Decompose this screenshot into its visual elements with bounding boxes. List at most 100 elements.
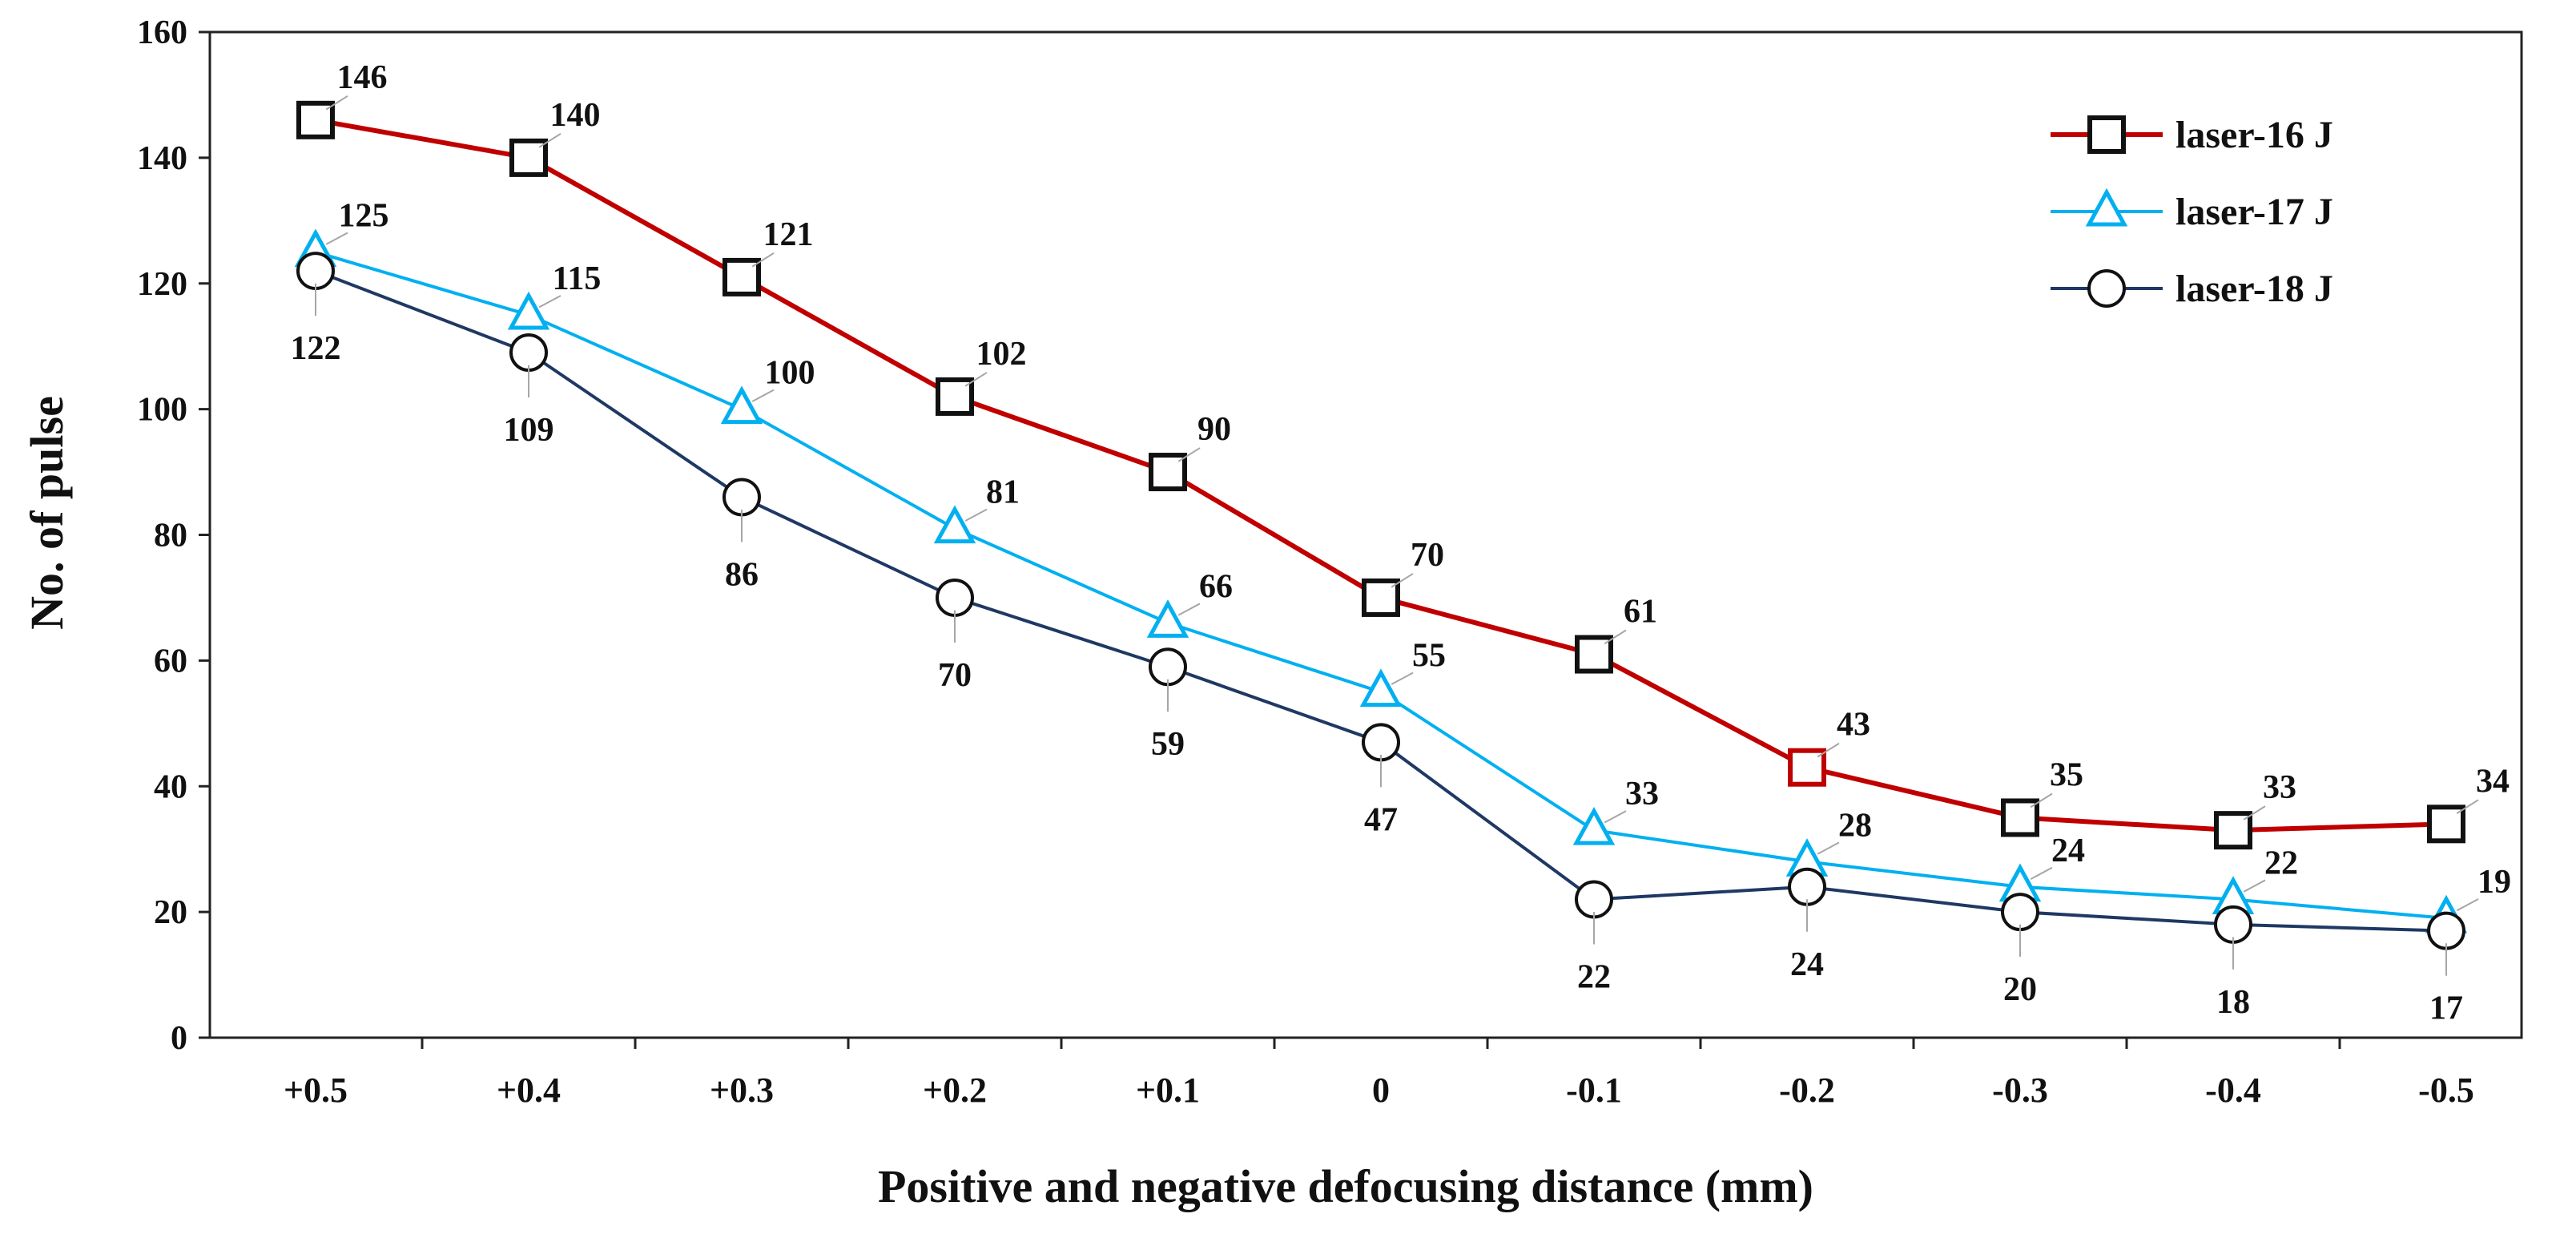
leader-line bbox=[538, 133, 561, 148]
data-point bbox=[507, 291, 550, 330]
leader-line bbox=[751, 389, 775, 402]
leader-line bbox=[2456, 799, 2479, 814]
data-point bbox=[936, 578, 974, 617]
data-label: 22 bbox=[1577, 958, 1611, 995]
y-tick-label: 40 bbox=[154, 768, 187, 805]
series-group bbox=[294, 100, 2468, 950]
data-label: 140 bbox=[550, 97, 601, 134]
leader-line bbox=[2030, 792, 2053, 809]
data-label: 20 bbox=[2003, 971, 2037, 1008]
data-point bbox=[933, 505, 976, 544]
leader-line bbox=[751, 252, 775, 268]
y-tick-label: 140 bbox=[137, 140, 187, 177]
y-tick-label: 120 bbox=[137, 266, 187, 303]
plot-frame bbox=[208, 30, 2523, 1039]
legend-item: laser-16 J bbox=[2051, 114, 2333, 156]
x-axis-title: Positive and negative defocusing distanc… bbox=[878, 1160, 1813, 1212]
legend-item: laser-18 J bbox=[2051, 268, 2333, 310]
data-label: 24 bbox=[1790, 946, 1824, 983]
data-label: 86 bbox=[725, 556, 759, 593]
data-point bbox=[1575, 880, 1613, 919]
series-laser-18-j bbox=[296, 252, 2465, 950]
y-tick-label: 160 bbox=[137, 14, 187, 51]
leader-line bbox=[1391, 671, 1414, 685]
x-tick-label: 0 bbox=[1372, 1071, 1390, 1110]
x-tick-label: +0.4 bbox=[497, 1071, 561, 1110]
leader-line bbox=[2243, 879, 2266, 893]
data-label: 122 bbox=[291, 330, 341, 367]
legend-marker bbox=[2085, 188, 2128, 227]
legend-label: laser-18 J bbox=[2176, 268, 2333, 310]
leader-line bbox=[1817, 841, 1840, 855]
legend-label: laser-17 J bbox=[2176, 191, 2333, 233]
data-label: 55 bbox=[1412, 638, 1446, 675]
leader-line bbox=[2243, 805, 2266, 821]
legend-label: laser-16 J bbox=[2176, 114, 2333, 156]
data-label: 34 bbox=[2476, 763, 2510, 800]
data-point bbox=[296, 100, 335, 139]
leader-line bbox=[1391, 573, 1414, 588]
data-label: 115 bbox=[553, 260, 602, 297]
data-point bbox=[1146, 599, 1189, 638]
data-labels: 146 140 121 102 90 70 61 43 35 33 34 125 115 100 81 66 5… bbox=[291, 59, 2512, 1027]
data-label: 35 bbox=[2050, 756, 2083, 793]
leader-line bbox=[964, 372, 988, 387]
leader-line bbox=[1177, 603, 1201, 616]
data-label: 100 bbox=[765, 355, 815, 392]
x-tick-label: +0.2 bbox=[923, 1071, 987, 1110]
x-tick-label: +0.5 bbox=[284, 1071, 348, 1110]
x-tick-label: +0.1 bbox=[1136, 1071, 1200, 1110]
y-tick-label: 80 bbox=[154, 518, 187, 554]
x-tick-label: -0.3 bbox=[1992, 1071, 2048, 1110]
leader-line bbox=[964, 508, 988, 522]
data-point bbox=[1149, 647, 1187, 687]
data-label: 61 bbox=[1624, 594, 1657, 631]
data-label: 90 bbox=[1197, 411, 1231, 448]
data-label: 17 bbox=[2429, 990, 2463, 1027]
legend-marker bbox=[2087, 115, 2126, 154]
data-label: 33 bbox=[1625, 776, 1659, 813]
legend-item: laser-17 J bbox=[2051, 188, 2333, 233]
legend-marker bbox=[2087, 269, 2126, 308]
data-label: 81 bbox=[986, 474, 1020, 511]
data-point bbox=[1359, 668, 1403, 708]
data-label: 19 bbox=[2477, 864, 2511, 901]
data-label: 22 bbox=[2264, 845, 2298, 881]
data-label: 47 bbox=[1364, 801, 1398, 838]
data-label: 59 bbox=[1151, 726, 1185, 763]
data-point bbox=[2001, 893, 2039, 932]
data-label: 109 bbox=[504, 412, 554, 449]
data-label: 18 bbox=[2216, 984, 2250, 1021]
x-tick-label: +0.3 bbox=[710, 1071, 774, 1110]
data-label: 125 bbox=[339, 198, 389, 235]
leader-line bbox=[325, 232, 348, 245]
y-tick-label: 100 bbox=[137, 392, 187, 429]
series-laser-16-j bbox=[296, 100, 2465, 850]
axes: 0 20 40 60 80 100 120 140 160 +0.5 +0.4 +0.3 +0.2 +0.… bbox=[137, 14, 2523, 1110]
leader-line bbox=[2030, 866, 2053, 881]
legend: laser-16 J laser-17 J laser-18 J bbox=[2051, 114, 2333, 310]
data-point bbox=[2214, 905, 2252, 944]
leader-line bbox=[538, 295, 561, 308]
data-point bbox=[720, 385, 763, 425]
data-label: 33 bbox=[2263, 769, 2296, 806]
x-tick-label: -0.5 bbox=[2418, 1071, 2474, 1110]
data-label: 121 bbox=[763, 216, 814, 253]
data-point bbox=[2427, 911, 2465, 950]
data-label: 28 bbox=[1838, 807, 1872, 844]
data-point bbox=[936, 377, 974, 416]
x-tick-label: -0.2 bbox=[1779, 1071, 1835, 1110]
leader-line bbox=[325, 95, 348, 111]
data-label: 102 bbox=[976, 336, 1027, 373]
data-label: 70 bbox=[938, 657, 972, 694]
leader-line bbox=[1817, 742, 1840, 758]
data-point bbox=[722, 478, 761, 517]
data-label: 43 bbox=[1837, 707, 1870, 744]
data-label: 24 bbox=[2051, 833, 2085, 869]
y-tick-label: 60 bbox=[154, 643, 187, 679]
leader-line bbox=[1604, 810, 1627, 824]
data-label: 70 bbox=[1411, 537, 1444, 574]
data-label: 66 bbox=[1199, 568, 1233, 605]
x-tick-label: -0.1 bbox=[1566, 1071, 1622, 1110]
